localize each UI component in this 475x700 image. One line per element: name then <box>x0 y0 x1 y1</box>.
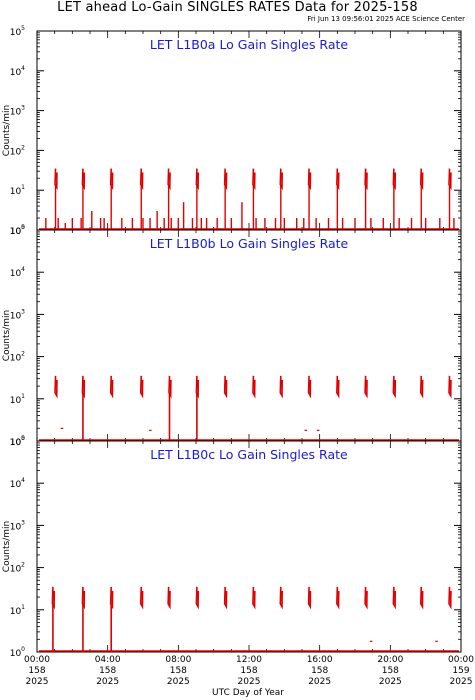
x-tick-label: 2025 <box>96 677 119 687</box>
x-tick-label: 159 <box>452 666 469 676</box>
x-tick-label: 2025 <box>238 677 261 687</box>
x-tick-label: 158 <box>382 666 399 676</box>
y-tick-label: 103 <box>10 105 25 118</box>
x-tick-label: 08:00 <box>165 655 191 665</box>
x-tick-label: 2025 <box>167 677 190 687</box>
y-tick-label: 100 <box>10 646 25 659</box>
burst-mark <box>195 586 200 610</box>
x-tick-label: 12:00 <box>236 655 262 665</box>
x-tick-label: 16:00 <box>307 655 333 665</box>
chart-panel-2: 100 101 102 103 104 105 Counts/min LET L1B0c Lo… <box>2 435 462 659</box>
data-point <box>60 427 64 429</box>
burst-mark <box>223 375 228 399</box>
data-point <box>369 640 373 642</box>
panel-title: LET L1B0a Lo Gain Singles Rate <box>150 37 349 52</box>
y-tick-label: 105 <box>10 435 25 448</box>
data-point <box>149 429 152 431</box>
y-tick-label: 104 <box>10 266 25 279</box>
y-tick-label: 105 <box>10 25 25 38</box>
y-tick-label: 105 <box>10 224 25 237</box>
panel-title: LET L1B0b Lo Gain Singles Rate <box>150 236 349 251</box>
y-tick-label: 104 <box>10 65 25 78</box>
data-point <box>435 640 438 642</box>
burst-mark <box>252 375 256 399</box>
burst-mark <box>109 375 114 399</box>
y-axis-title: Counts/min <box>2 521 12 572</box>
y-tick-label: 102 <box>10 351 25 364</box>
x-tick-label: 158 <box>99 666 116 676</box>
x-tick-label: 00:00 <box>24 655 50 665</box>
data-point <box>316 429 320 431</box>
timestamp: Fri Jun 13 09:56:01 2025 ACE Science Cen… <box>307 15 465 23</box>
burst-mark <box>392 375 397 399</box>
burst-mark <box>307 375 312 399</box>
x-tick-label: 2025 <box>308 677 331 687</box>
burst-mark <box>448 375 452 399</box>
burst-mark <box>54 375 58 399</box>
x-axis-labels: 00:00158202504:00158202508:00158202512:0… <box>24 655 474 687</box>
y-tick-label: 102 <box>10 144 25 157</box>
x-tick-label: 20:00 <box>377 655 403 665</box>
panels: 100 101 102 103 104 105 Counts/min LET L1B0a Lo… <box>2 25 462 659</box>
burst-mark <box>336 586 340 610</box>
y-tick-label: 103 <box>10 308 25 321</box>
y-tick-label: 103 <box>10 519 25 532</box>
y-tick-label: 101 <box>10 393 25 406</box>
burst-mark <box>419 586 424 610</box>
burst-mark <box>252 586 256 610</box>
x-tick-label: 158 <box>311 666 328 676</box>
burst-mark <box>419 375 424 399</box>
x-tick-label: 158 <box>240 666 257 676</box>
burst-mark <box>364 586 368 610</box>
burst-mark <box>448 586 452 610</box>
burst-mark <box>279 375 283 399</box>
x-tick-label: 2025 <box>26 677 49 687</box>
y-tick-label: 101 <box>10 604 25 617</box>
x-tick-label: 2025 <box>379 677 402 687</box>
burst-mark <box>223 586 228 610</box>
x-tick-label: 00:00 <box>448 655 474 665</box>
x-tick-label: 158 <box>28 666 45 676</box>
burst-mark <box>139 586 144 610</box>
burst-mark <box>139 375 144 399</box>
burst-mark <box>307 586 312 610</box>
burst-mark <box>167 586 171 610</box>
plot-frame <box>36 440 462 653</box>
x-axis-title: UTC Day of Year <box>212 688 284 698</box>
plot-frame <box>36 229 462 442</box>
y-tick-label: 101 <box>10 184 25 197</box>
plot-frame <box>36 30 462 231</box>
burst-mark <box>364 375 368 399</box>
burst-mark <box>279 586 283 610</box>
y-axis-title: Counts/min <box>2 310 12 361</box>
x-tick-label: 158 <box>170 666 187 676</box>
burst-mark <box>392 586 397 610</box>
burst-mark <box>336 375 340 399</box>
x-tick-label: 2025 <box>450 677 473 687</box>
x-tick-label: 04:00 <box>95 655 121 665</box>
panel-title: LET L1B0c Lo Gain Singles Rate <box>150 447 348 462</box>
y-tick-label: 102 <box>10 562 25 575</box>
y-tick-label: 104 <box>10 477 25 490</box>
page-title: LET ahead Lo-Gain SINGLES RATES Data for… <box>57 0 418 15</box>
y-axis-title: Counts/min <box>2 105 12 156</box>
data-point <box>304 429 308 431</box>
